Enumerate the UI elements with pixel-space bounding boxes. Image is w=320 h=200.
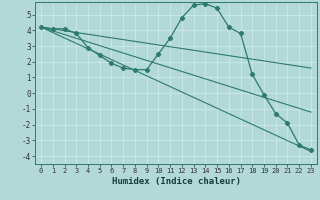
X-axis label: Humidex (Indice chaleur): Humidex (Indice chaleur) bbox=[111, 177, 241, 186]
